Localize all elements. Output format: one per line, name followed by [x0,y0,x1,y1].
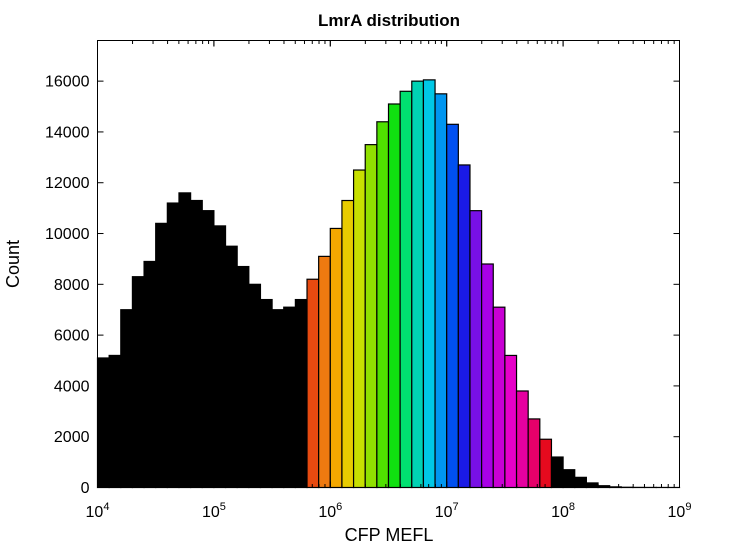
histogram-bar [248,283,262,489]
y-tick-label: 6000 [54,328,90,345]
x-axis-label: CFP MEFL [345,525,434,545]
histogram-bar [201,210,215,489]
histogram-bar [178,192,192,489]
histogram-bar [574,476,587,489]
histogram-bar [469,210,483,489]
chart-title: LmrA distribution [318,11,460,30]
histogram-bar [318,255,331,489]
y-tick-label: 14000 [45,124,90,141]
x-tick-label: 105 [202,501,226,521]
histogram-bar [224,245,238,489]
y-tick-label: 0 [81,480,90,497]
histogram-bar [131,276,145,489]
histogram-bar [515,390,529,489]
histogram-bar [352,169,366,489]
y-tick-label: 12000 [45,175,90,192]
y-tick-labels: 0 2000 4000 6000 8000 10000 12000 14000 16000 [45,74,90,497]
histogram-bar [271,309,285,489]
histogram-bar [492,306,506,489]
histogram-bar [259,298,273,489]
histogram-bar [399,90,413,489]
histogram-bar [120,309,134,489]
histogram-bar [422,79,436,489]
histogram-bar [481,263,494,489]
histogram-bar [446,123,459,489]
histogram-bar [143,260,157,489]
histogram-bar [434,93,448,489]
histogram-bar [527,418,541,489]
histogram-bar [341,199,355,489]
y-axis-label: Count [3,240,23,288]
histogram-bar [294,298,308,489]
histogram-bar [550,456,564,489]
histogram-bar [166,202,180,489]
x-tick-label: 109 [668,501,692,521]
y-tick-label: 4000 [54,378,90,395]
histogram-bar [364,144,378,489]
x-tick-labels: 104 105 106 107 108 109 [86,501,692,521]
histogram-bar [108,354,122,489]
histogram-bar [306,278,320,489]
histogram-bar [585,482,599,489]
histogram-bar [236,265,250,489]
histogram-bars [96,79,681,489]
histogram-bar [329,227,343,489]
histogram-bar [411,80,425,489]
y-tick-label: 8000 [54,277,90,294]
histogram-bar [562,469,576,489]
histogram-bar [213,225,227,489]
histogram-bar [504,354,518,489]
histogram-bar [457,164,471,489]
y-tick-label: 2000 [54,429,90,446]
plot-frame [97,40,680,488]
y-tick-label: 16000 [45,74,90,91]
histogram-bar [96,357,110,489]
histogram-bar [155,222,168,489]
x-tick-label: 106 [318,501,342,521]
x-tick-label: 107 [435,501,459,521]
histogram-bar [283,306,296,489]
histogram-bar [387,103,401,489]
x-tick-label: 104 [86,501,110,521]
histogram-bar [190,199,203,489]
y-tick-label: 10000 [45,226,90,243]
x-tick-label: 108 [551,501,575,521]
axis-ticks [97,40,680,488]
histogram-bar [539,438,553,489]
histogram-bar [376,121,390,489]
